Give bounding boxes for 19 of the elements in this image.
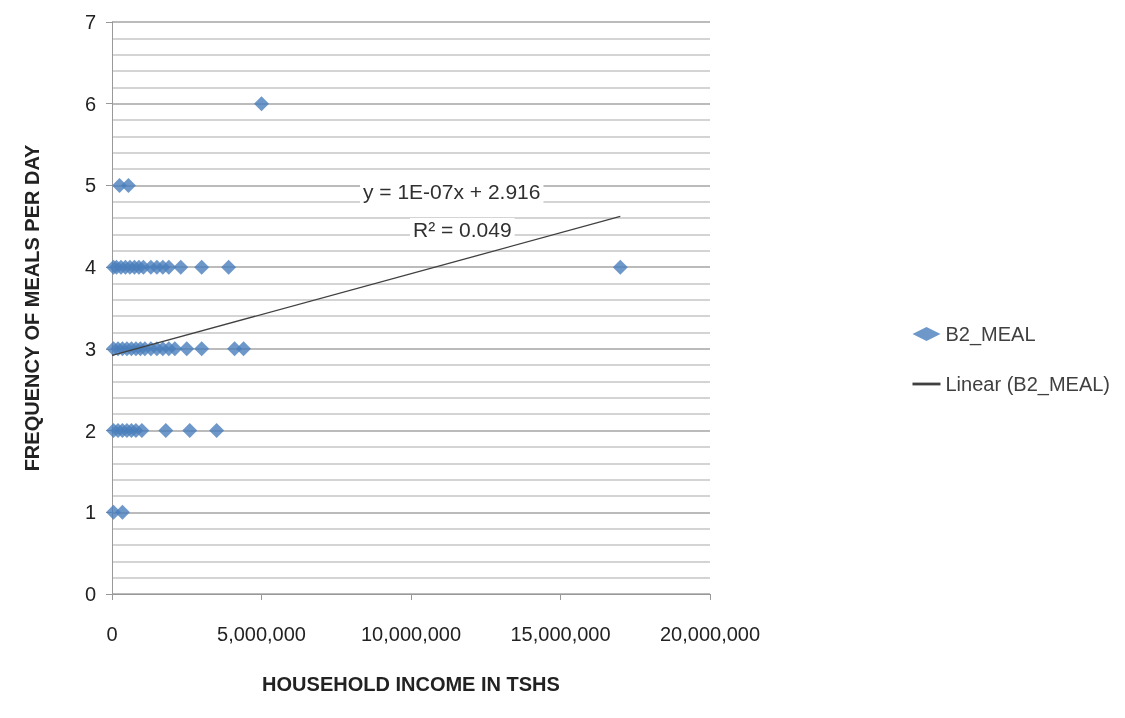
x-axis-title: HOUSEHOLD INCOME IN TSHS	[262, 673, 560, 695]
y-tick-label: 7	[84, 11, 96, 33]
y-axis-title: FREQUENCY OF MEALS PER DAY	[21, 143, 43, 472]
x-tick-label: 0	[106, 623, 118, 645]
y-tick-label: 1	[84, 501, 96, 524]
legend-label: Linear (B2_MEAL)	[945, 373, 1111, 396]
y-tick-label: 0	[84, 583, 96, 605]
legend-label: B2_MEAL	[945, 323, 1036, 346]
annotation: y = 1E-07x + 2.916	[363, 180, 541, 203]
y-tick-label: 5	[84, 174, 96, 197]
annotation: R² = 0.049	[413, 218, 512, 241]
y-tick-label: 6	[84, 92, 96, 115]
x-tick-label: 10,000,000	[360, 623, 462, 645]
x-tick-label: 5,000,000	[217, 623, 306, 645]
y-tick-label: 3	[84, 337, 96, 360]
y-tick-label: 2	[84, 419, 96, 442]
x-tick-label: 20,000,000	[659, 623, 761, 645]
y-tick-label: 4	[84, 256, 96, 279]
x-tick-label: 15,000,000	[510, 623, 611, 645]
